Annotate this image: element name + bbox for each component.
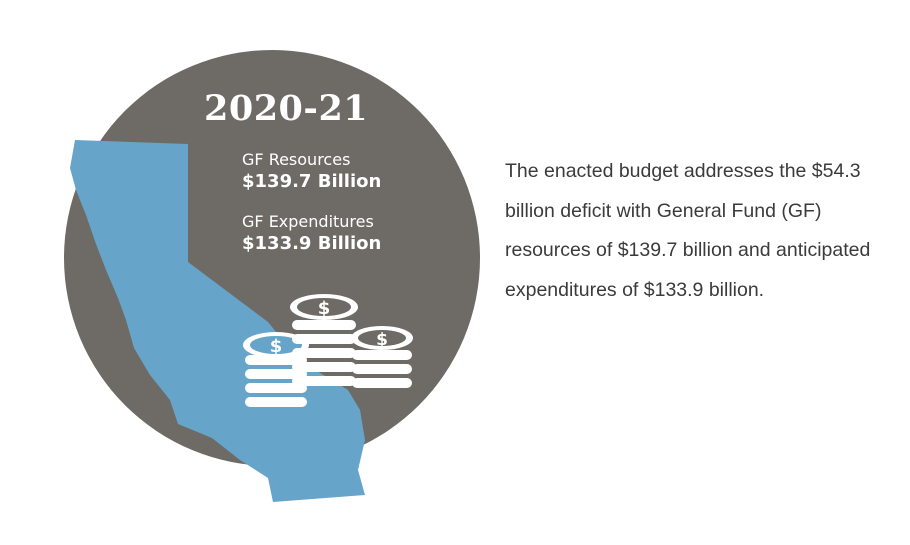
coin-stack-right-icon: $ — [351, 326, 413, 388]
gf-resources-value: $139.7 Billion — [242, 171, 382, 192]
fiscal-year-title: 2020-21 — [204, 88, 369, 129]
gf-resources-label: GF Resources — [242, 150, 351, 169]
budget-graphic: $ $ $ — [64, 50, 480, 502]
california-map-icon — [70, 140, 365, 502]
coin-stack-middle-icon: $ — [290, 294, 358, 386]
gf-expenditures-label: GF Expenditures — [242, 212, 374, 231]
coin-dollar-sign: $ — [270, 336, 283, 357]
gf-expenditures-value: $133.9 Billion — [242, 233, 382, 254]
coin-dollar-sign: $ — [318, 298, 331, 319]
coin-dollar-sign: $ — [376, 330, 388, 350]
budget-summary-text: The enacted budget addresses the $54.3 b… — [505, 160, 871, 301]
gf-resources-stat: GF Resources $139.7 Billion — [242, 150, 381, 194]
gf-expenditures-stat: GF Expenditures $133.9 Billion — [242, 212, 381, 256]
